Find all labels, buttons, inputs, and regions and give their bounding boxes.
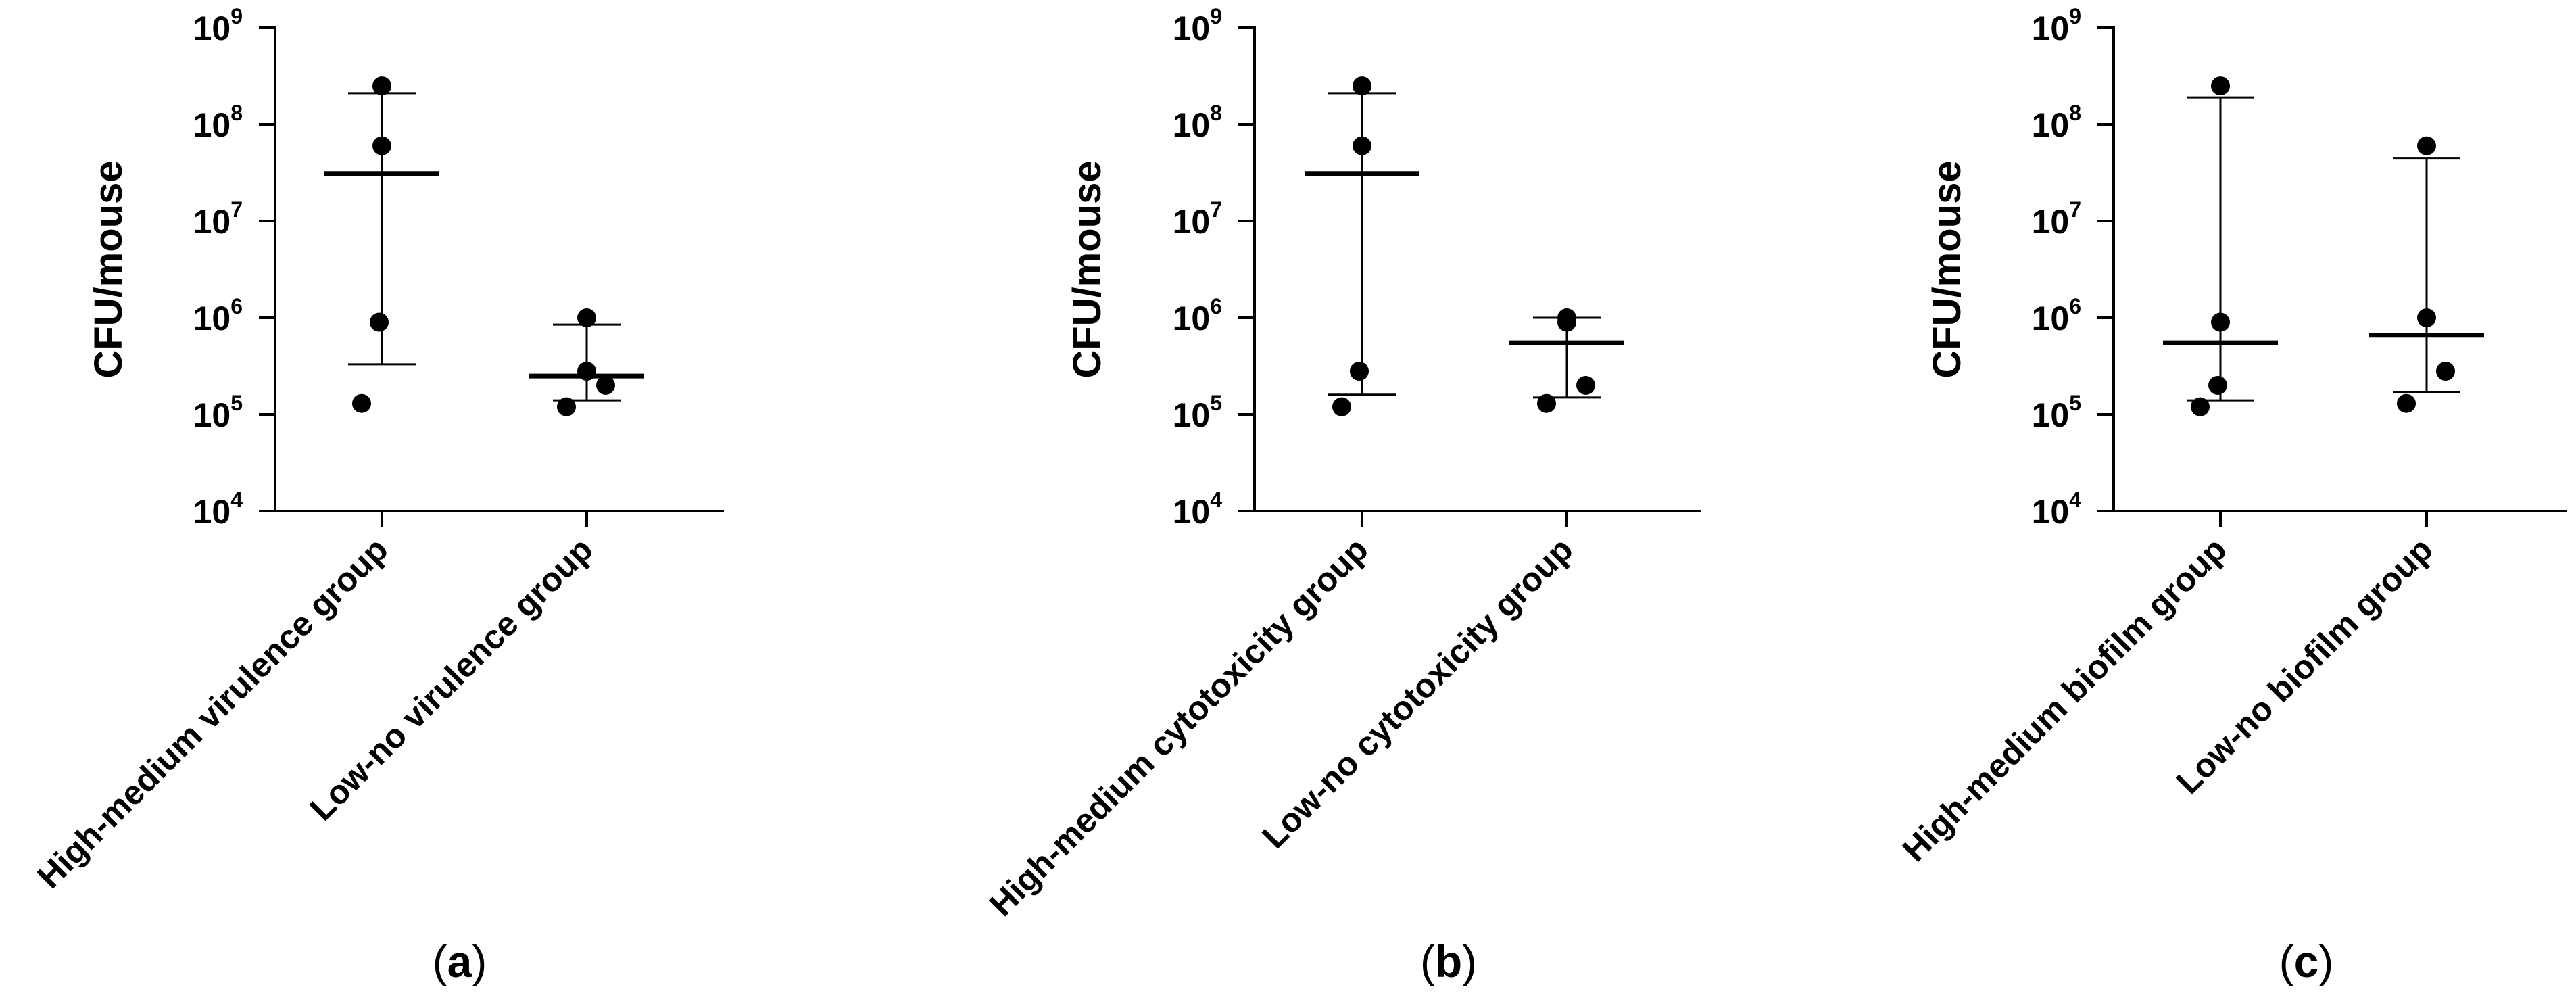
data-point <box>2436 362 2455 381</box>
panel-label: (a) <box>433 936 487 986</box>
data-point <box>2417 136 2436 155</box>
y-tick-label: 106 <box>2032 294 2081 337</box>
y-tick-label: 108 <box>2032 101 2081 144</box>
data-point <box>557 397 576 416</box>
data-point <box>2417 308 2436 327</box>
panel-label: (b) <box>1420 936 1477 986</box>
data-point <box>596 375 615 395</box>
y-tick-label: 106 <box>1173 294 1222 337</box>
data-point <box>1332 397 1351 416</box>
data-point <box>2208 375 2227 395</box>
y-tick-label: 108 <box>193 101 243 144</box>
y-tick-label: 108 <box>1173 101 1222 144</box>
x-category-label: High-medium cytotoxicity group <box>982 530 1376 924</box>
y-tick-label: 109 <box>193 4 243 47</box>
data-point <box>2211 312 2230 332</box>
y-tick-label: 104 <box>1173 487 1223 531</box>
y-tick-label: 109 <box>2032 4 2081 47</box>
data-point <box>577 308 596 327</box>
y-axis-label: CFU/mouse <box>1925 160 1969 378</box>
data-point <box>2397 393 2416 413</box>
data-point <box>352 393 371 413</box>
data-point <box>1353 76 1371 96</box>
data-point <box>370 312 389 332</box>
data-point <box>577 362 596 381</box>
x-category-label: High-medium biofilm group <box>1895 530 2234 869</box>
data-point <box>1350 362 1369 381</box>
data-point <box>372 76 391 96</box>
panel-label: (c) <box>2279 936 2334 986</box>
data-point <box>372 136 391 155</box>
data-point <box>1576 375 1595 395</box>
y-axis-label: CFU/mouse <box>1065 160 1109 378</box>
y-tick-label: 105 <box>2032 391 2081 434</box>
x-category-label: High-medium virulence group <box>30 530 395 896</box>
chart-panel-1: 104 105 106 107 108 109 CFU/mouse High-medium v… <box>30 4 724 986</box>
chart-panel-3: 104 105 106 107 108 109 CFU/mouse High-medium b… <box>1895 4 2567 986</box>
data-point <box>1353 136 1371 155</box>
y-axis-label: CFU/mouse <box>87 160 130 378</box>
y-tick-label: 109 <box>1173 4 1222 47</box>
data-point <box>2191 397 2210 416</box>
y-tick-label: 104 <box>193 487 243 531</box>
y-tick-label: 107 <box>2032 197 2081 241</box>
y-tick-label: 107 <box>193 197 243 241</box>
data-point <box>1537 393 1556 413</box>
data-point <box>1557 312 1576 332</box>
y-tick-label: 104 <box>2032 487 2082 531</box>
chart-panel-2: 104 105 106 107 108 109 CFU/mouse High-medium c… <box>982 4 1701 986</box>
y-tick-label: 107 <box>1173 197 1222 241</box>
data-point <box>2211 76 2230 96</box>
y-tick-label: 105 <box>193 391 243 434</box>
y-tick-label: 105 <box>1173 391 1222 434</box>
y-tick-label: 106 <box>193 294 243 337</box>
